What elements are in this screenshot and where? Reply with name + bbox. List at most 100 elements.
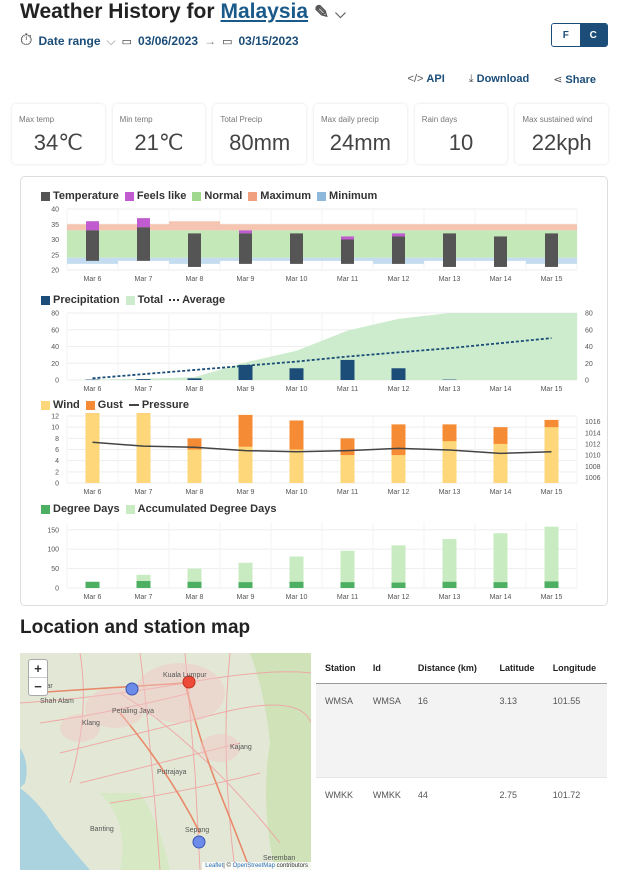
legend-item-temperature[interactable]: Temperature [41,190,119,202]
cell-latitude: 3.13 [490,683,544,778]
api-label: API [426,73,445,85]
legend-item-normal[interactable]: Normal [192,190,242,202]
table-row[interactable]: WMSA WMSA 16 3.13 101.55 [316,683,607,778]
svg-text:Banting: Banting [90,826,114,833]
unit-f-button[interactable]: F [552,24,580,46]
location-link[interactable]: Malaysia [220,0,309,23]
leaflet-link[interactable]: Leaflet [205,863,224,869]
chevron-down-icon[interactable]: ⌵ [335,5,346,21]
legend-item-minimum[interactable]: Minimum [317,190,377,202]
degree-day-bar [442,581,457,588]
y-tick-label: 100 [47,547,59,554]
download-label: Download [476,73,530,85]
legend-item-precipitation[interactable]: Precipitation [41,294,120,306]
feels-like-bar [239,230,252,234]
x-tick-label: Mar 7 [135,386,153,393]
charts-panel: Temperature Feels like Normal Maximum Mi… [20,176,608,606]
temperature-bar [290,233,303,264]
x-tick-label: Mar 15 [541,489,563,496]
zoom-out-button[interactable]: − [34,679,42,694]
card-value: 24mm [329,130,391,155]
wind-bar [238,446,253,483]
summary-card: Max temp 34℃ [12,104,105,164]
accumulated-degree-bar [340,550,355,588]
legend-item-maximum[interactable]: Maximum [248,190,311,202]
x-tick-label: Mar 11 [337,489,358,496]
degree-day-bar [544,581,559,588]
table-header-row: Station Id Distance (km) Latitude Longit… [316,653,607,684]
station-map[interactable]: Kapar Kuala Lumpur Shah Alam Petaling Ja… [20,653,311,870]
date-range-button[interactable]: Date range [38,34,101,48]
wind-bar [544,427,559,483]
y2-tick-label: 20 [585,361,593,368]
x-tick-label: Mar 14 [490,386,512,393]
end-date-field[interactable]: 03/15/2023 [238,34,299,48]
osm-link[interactable]: OpenStreetMap [232,863,275,869]
svg-text:Putrajaya: Putrajaya [157,769,187,776]
api-link[interactable]: </> API [408,73,445,86]
zoom-control: + − [28,659,48,696]
cell-longitude: 101.55 [543,683,607,778]
y-tick-label: 40 [51,207,59,214]
table-row[interactable]: WMKK WMKK 44 2.75 101.72 [316,777,607,871]
col-longitude[interactable]: Longitude [543,653,607,684]
wind-bar [85,413,100,483]
card-label: Max temp [19,115,55,124]
y2-tick-label: 1012 [585,441,601,448]
legend-item-gust[interactable]: Gust [85,399,123,411]
calendar-icon: ▭ [222,35,233,48]
col-distance[interactable]: Distance (km) [408,653,491,684]
x-tick-label: Mar 6 [84,489,102,496]
legend-item-feels-like[interactable]: Feels like [124,190,186,202]
wind-bar [340,455,355,483]
chevron-down-icon[interactable]: ⌵ [106,33,116,48]
x-tick-label: Mar 9 [237,386,255,393]
x-tick-label: Mar 14 [490,594,512,601]
x-tick-label: Mar 8 [186,276,204,283]
y-tick-label: 0 [55,378,59,385]
x-tick-label: Mar 13 [439,489,461,496]
legend-item-accumulated[interactable]: Accumulated Degree Days [125,503,276,515]
attribution-suffix: contributors [274,863,308,869]
x-tick-label: Mar 10 [286,276,308,283]
legend-item-total[interactable]: Total [125,294,163,306]
svg-text:Petaling Jaya: Petaling Jaya [112,708,154,715]
svg-text:Seremban: Seremban [263,855,295,862]
x-tick-label: Mar 8 [186,594,204,601]
legend-item-average[interactable]: Average [169,294,225,306]
degree-day-bar [187,581,202,588]
x-tick-label: Mar 13 [439,386,461,393]
degree-day-bar [493,582,508,588]
unit-c-button[interactable]: C [579,24,607,46]
col-station[interactable]: Station [316,653,364,684]
cell-distance: 16 [408,683,491,778]
accumulated-degree-bar [391,545,406,588]
col-id[interactable]: Id [363,653,409,684]
start-date-field[interactable]: 03/06/2023 [138,34,199,48]
x-tick-label: Mar 15 [541,386,563,393]
zoom-in-button[interactable]: + [29,660,47,678]
y2-tick-label: 1014 [585,430,601,437]
y-tick-label: 6 [55,447,59,454]
share-link[interactable]: ⋖ Share [553,73,596,86]
y-tick-label: 0 [55,481,59,488]
accumulated-degree-bar [289,556,304,588]
maximum-band [67,221,577,231]
page-title: Weather History for Malaysia ✎ ⌵ [20,0,346,24]
legend-item-wind[interactable]: Wind [41,399,80,411]
wind-bar [493,443,508,483]
wind-legend: Wind Gust Pressure [41,399,189,411]
y-tick-label: 8 [55,436,59,443]
summary-card: Total Precip 80mm [213,104,307,164]
legend-item-degree-days[interactable]: Degree Days [41,503,120,515]
temperature-bar [239,233,252,264]
x-tick-label: Mar 9 [237,594,255,601]
download-link[interactable]: ⤓ Download [469,73,529,86]
y-tick-label: 12 [51,414,59,421]
precipitation-bar [238,364,253,380]
precip-legend: Precipitation Total Average [41,294,225,306]
pencil-icon[interactable]: ✎ [314,2,330,22]
legend-item-pressure[interactable]: Pressure [128,399,189,411]
col-latitude[interactable]: Latitude [490,653,544,684]
